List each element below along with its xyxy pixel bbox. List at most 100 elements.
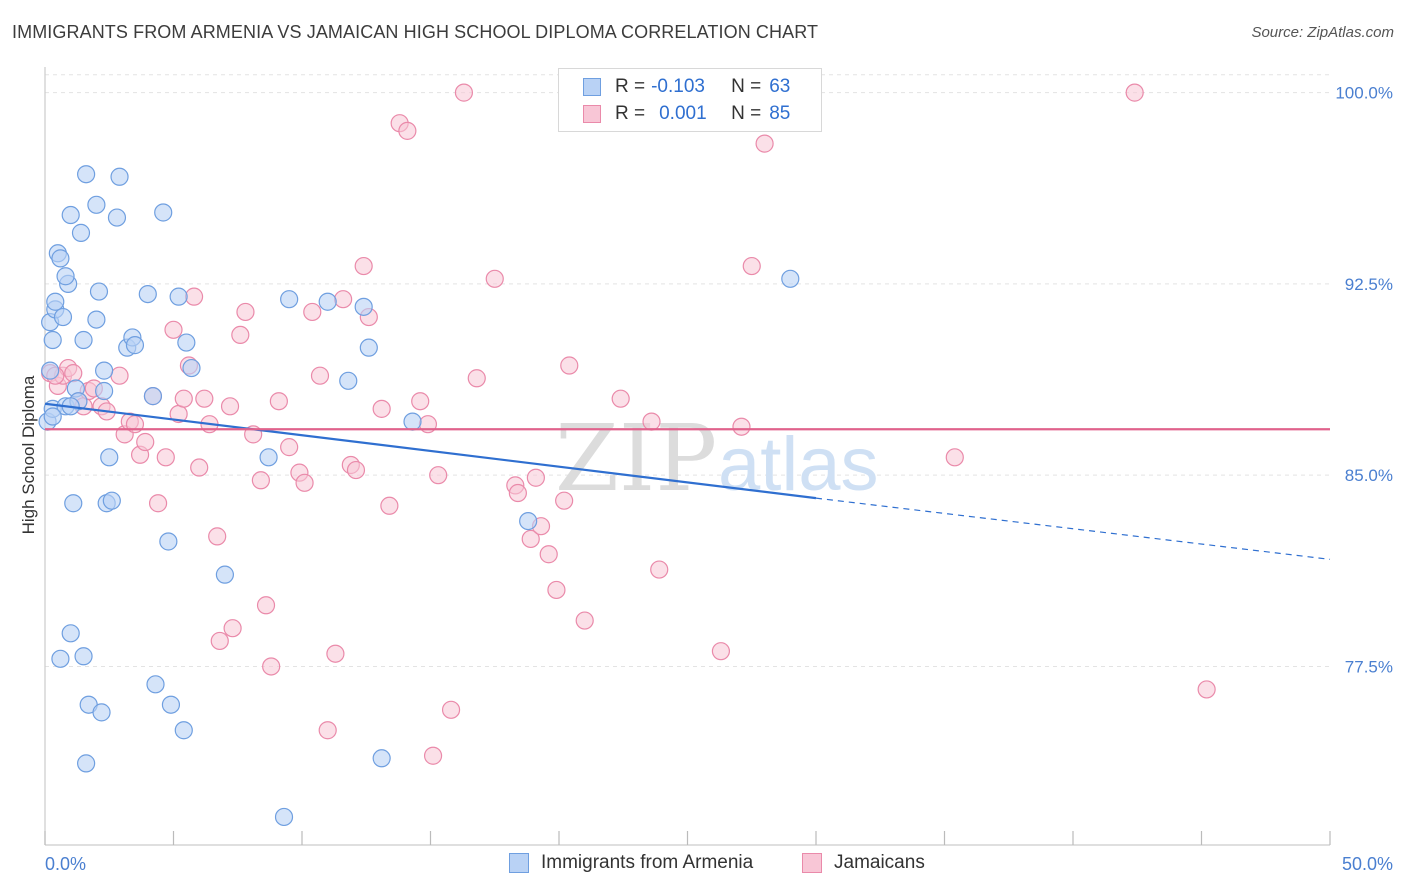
data-point-jamaicans xyxy=(539,545,558,564)
bottom-legend-jamaicans: Jamaicans xyxy=(802,852,925,874)
data-point-jamaicans xyxy=(423,746,443,765)
y-tick-label: 77.5% xyxy=(1345,657,1393,676)
data-point-jamaicans xyxy=(136,432,155,452)
bottom-legend-swatch-jamaicans xyxy=(802,853,822,873)
data-point-armenia xyxy=(74,330,93,350)
data-point-jamaicans xyxy=(380,496,399,515)
data-point-jamaicans xyxy=(208,527,227,546)
legend-r-value-jamaicans: 0.001 xyxy=(659,103,707,124)
data-point-jamaicans xyxy=(280,438,299,457)
chart-title: IMMIGRANTS FROM ARMENIA VS JAMAICAN HIGH… xyxy=(12,22,819,42)
data-point-armenia xyxy=(46,292,65,311)
data-point-jamaicans xyxy=(555,491,574,510)
data-point-jamaicans xyxy=(467,369,486,388)
bottom-legend-armenia: Immigrants from Armenia xyxy=(509,852,753,874)
data-point-jamaicans xyxy=(220,397,240,416)
bottom-legend-label-armenia: Immigrants from Armenia xyxy=(541,852,754,873)
data-point-armenia xyxy=(89,282,109,301)
data-point-armenia xyxy=(95,381,114,401)
data-point-armenia xyxy=(64,494,83,513)
data-point-jamaicans xyxy=(454,83,474,102)
data-point-armenia xyxy=(61,624,80,643)
legend-n-label: N = xyxy=(731,76,762,97)
trend-line-armenia xyxy=(44,402,817,500)
y-axis-label: High School Diploma xyxy=(19,375,38,534)
data-point-jamaicans xyxy=(295,473,314,492)
data-point-armenia xyxy=(95,361,114,380)
data-point-jamaicans xyxy=(231,325,250,345)
data-point-jamaicans xyxy=(156,448,175,467)
x-tick-label: 50.0% xyxy=(1342,854,1393,874)
data-point-armenia xyxy=(403,412,422,431)
data-point-jamaicans xyxy=(732,417,751,436)
axes xyxy=(44,67,1331,846)
legend-n-value-jamaicans: 85 xyxy=(769,103,791,124)
data-point-armenia xyxy=(146,675,165,694)
data-point-jamaicans xyxy=(372,399,391,418)
data-point-armenia xyxy=(56,267,75,286)
data-point-jamaicans xyxy=(110,366,129,385)
data-point-jamaicans xyxy=(174,389,193,408)
data-point-jamaicans xyxy=(711,642,731,661)
data-point-jamaicans xyxy=(262,657,281,676)
legend-r-label: R = xyxy=(615,76,646,97)
data-point-armenia xyxy=(159,532,178,551)
watermark: ZIP atlas xyxy=(555,405,879,512)
data-point-armenia xyxy=(259,448,278,467)
data-point-jamaicans xyxy=(148,494,168,513)
y-tick-label: 85.0% xyxy=(1345,466,1393,485)
data-point-jamaicans xyxy=(195,389,214,408)
data-point-armenia xyxy=(154,203,173,222)
data-point-jamaicans xyxy=(269,392,288,411)
data-point-jamaicans xyxy=(575,611,594,630)
watermark-zip: ZIP xyxy=(555,405,717,512)
data-point-armenia xyxy=(318,292,337,311)
data-point-armenia xyxy=(51,649,70,668)
data-point-armenia xyxy=(359,338,378,357)
data-point-jamaicans xyxy=(611,389,630,408)
data-point-jamaicans xyxy=(326,644,345,663)
data-point-armenia xyxy=(177,333,196,352)
data-point-jamaicans xyxy=(508,483,527,503)
data-point-armenia xyxy=(61,205,80,225)
data-point-armenia xyxy=(280,290,299,309)
data-point-armenia xyxy=(71,223,91,242)
data-point-jamaicans xyxy=(256,596,276,615)
data-point-armenia xyxy=(138,284,157,304)
data-point-armenia xyxy=(169,287,188,306)
data-point-armenia xyxy=(41,361,60,380)
data-point-armenia xyxy=(87,310,106,329)
data-point-jamaicans xyxy=(164,320,183,339)
data-point-armenia xyxy=(372,749,391,768)
data-point-jamaicans xyxy=(642,412,661,431)
data-point-jamaicans xyxy=(441,700,461,719)
data-point-jamaicans xyxy=(945,448,964,467)
data-point-jamaicans xyxy=(650,560,669,579)
data-point-jamaicans xyxy=(1197,680,1216,699)
data-point-armenia xyxy=(354,297,373,316)
data-point-armenia xyxy=(781,269,800,288)
legend: R = -0.103 N = 63 R = 0.001 N = 85 xyxy=(558,68,822,132)
data-point-jamaicans xyxy=(560,356,579,375)
data-point-jamaicans xyxy=(64,364,83,383)
data-point-jamaicans xyxy=(354,256,373,276)
data-point-armenia xyxy=(102,491,121,510)
data-point-armenia xyxy=(43,330,62,350)
trend-lines xyxy=(44,402,1331,560)
data-point-armenia xyxy=(107,208,127,227)
legend-row-jamaicans: R = 0.001 N = 85 xyxy=(583,102,790,126)
data-point-armenia xyxy=(92,703,111,722)
chart-source: Source: ZipAtlas.com xyxy=(1251,24,1394,41)
data-point-armenia xyxy=(51,249,70,268)
y-tick-label: 100.0% xyxy=(1335,84,1393,103)
data-point-armenia xyxy=(182,358,201,378)
legend-r-value-armenia: -0.103 xyxy=(651,76,705,97)
data-point-jamaicans xyxy=(547,580,566,600)
data-point-armenia xyxy=(100,448,119,467)
data-point-armenia xyxy=(77,165,96,184)
data-point-armenia xyxy=(143,387,163,406)
legend-n-label: N = xyxy=(731,103,762,124)
legend-swatch-jamaicans xyxy=(583,105,601,123)
data-point-armenia xyxy=(215,565,234,584)
